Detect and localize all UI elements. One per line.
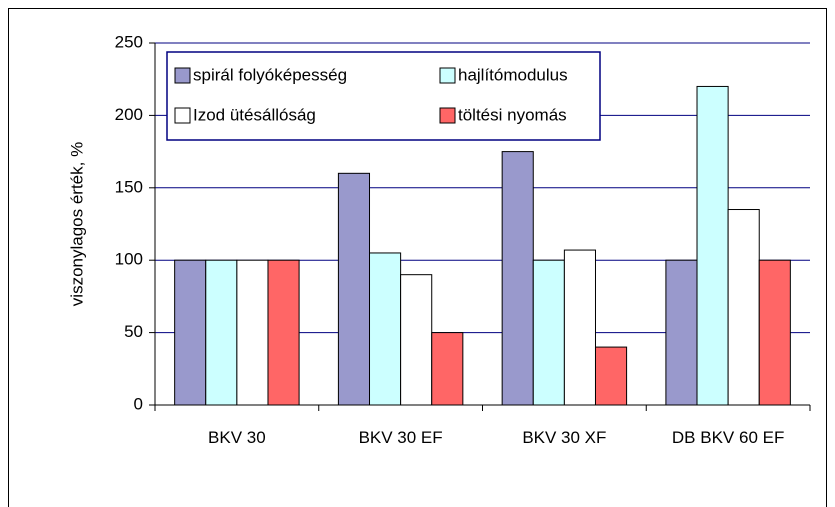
bar <box>532 259 565 406</box>
legend-label: spirál folyóképesség <box>193 65 347 84</box>
legend-label: Izod ütésállóság <box>193 105 316 124</box>
legend-swatch <box>174 67 191 84</box>
y-tick-label: 100 <box>115 250 143 269</box>
bar <box>563 249 596 406</box>
x-tick-label: BKV 30 XF <box>522 428 607 447</box>
bar <box>501 151 534 406</box>
legend-box <box>166 51 601 141</box>
bar <box>205 259 238 406</box>
bar <box>431 332 464 406</box>
x-tick-label: BKV 30 EF <box>358 428 443 447</box>
bar <box>727 209 760 406</box>
x-tick-label: BKV 30 <box>208 428 266 447</box>
bar <box>267 259 300 406</box>
bar <box>665 259 698 406</box>
bar <box>696 85 729 406</box>
legend-swatch <box>439 107 456 124</box>
bar <box>369 252 402 406</box>
y-tick-label: 50 <box>124 322 143 341</box>
y-tick-label: 250 <box>115 32 143 51</box>
bar <box>236 259 269 406</box>
legend-swatch <box>439 67 456 84</box>
x-tick-label: DB BKV 60 EF <box>671 428 785 447</box>
chart-frame <box>8 8 827 507</box>
y-tick-label: 0 <box>134 394 143 413</box>
legend-label: töltési nyomás <box>458 105 567 124</box>
bar <box>758 259 791 406</box>
legend-swatch <box>174 107 191 124</box>
y-tick-label: 200 <box>115 105 143 124</box>
bar <box>400 274 433 406</box>
bar <box>174 259 207 406</box>
y-axis-label: viszonylagos érték, % <box>67 142 86 306</box>
bar <box>594 346 628 406</box>
legend-label: hajlítómodulus <box>458 65 568 84</box>
bar <box>337 172 371 406</box>
y-tick-label: 150 <box>115 177 143 196</box>
